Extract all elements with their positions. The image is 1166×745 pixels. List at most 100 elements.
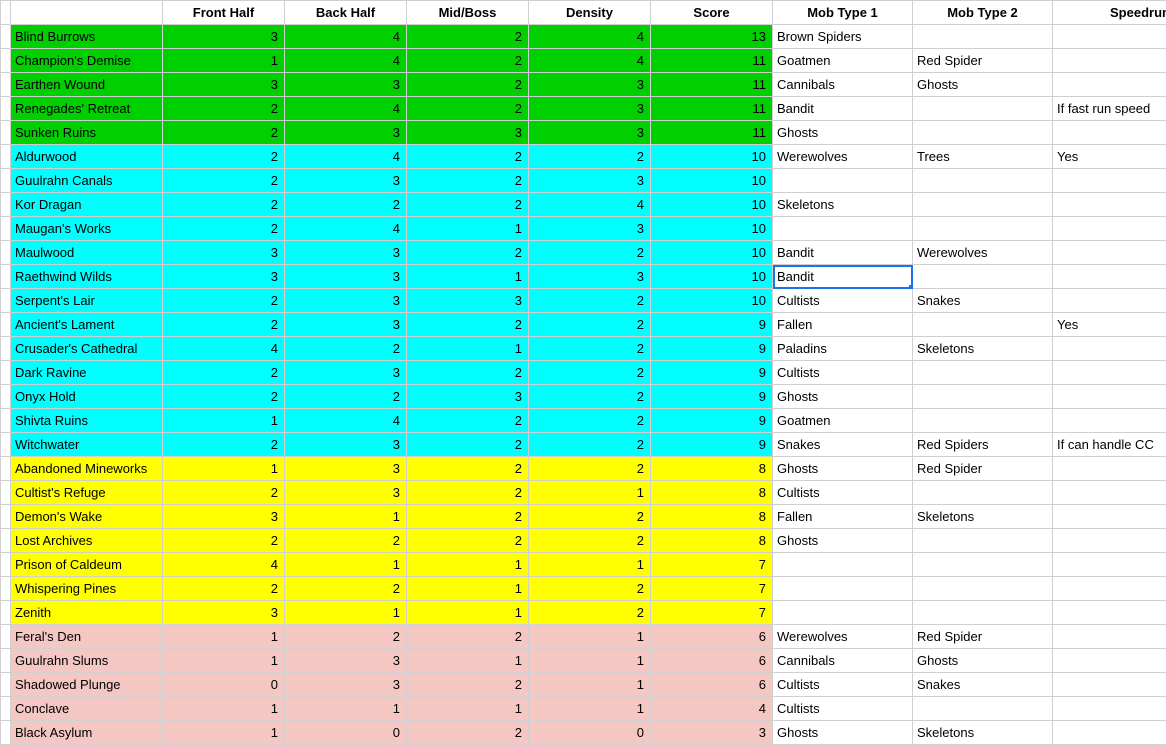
cell-density[interactable]: 2 [529,601,651,625]
cell-mob2[interactable]: Werewolves [913,241,1053,265]
cell-name[interactable]: Maugan's Works [11,217,163,241]
cell-speedrun[interactable] [1053,385,1166,409]
cell-density[interactable]: 2 [529,241,651,265]
cell-mob1[interactable]: Ghosts [773,385,913,409]
row-header[interactable] [1,721,11,745]
cell-speedrun[interactable] [1053,217,1166,241]
cell-mob1[interactable]: Bandit [773,97,913,121]
cell-back[interactable]: 3 [285,361,407,385]
cell-speedrun[interactable] [1053,121,1166,145]
cell-front[interactable]: 2 [163,121,285,145]
cell-mob2[interactable] [913,313,1053,337]
cell-score[interactable]: 10 [651,145,773,169]
cell-mob2[interactable] [913,97,1053,121]
cell-name[interactable]: Serpent's Lair [11,289,163,313]
col-header-mob1[interactable]: Mob Type 1 [773,1,913,25]
cell-mob1[interactable]: Paladins [773,337,913,361]
cell-name[interactable]: Renegades' Retreat [11,97,163,121]
cell-score[interactable]: 8 [651,505,773,529]
cell-score[interactable]: 8 [651,529,773,553]
cell-back[interactable]: 4 [285,145,407,169]
cell-mob2[interactable] [913,193,1053,217]
cell-front[interactable]: 2 [163,97,285,121]
cell-mob1[interactable]: Cannibals [773,73,913,97]
cell-name[interactable]: Guulrahn Slums [11,649,163,673]
corner-cell[interactable] [1,1,11,25]
cell-speedrun[interactable] [1053,169,1166,193]
cell-score[interactable]: 10 [651,265,773,289]
cell-mid[interactable]: 2 [407,481,529,505]
cell-back[interactable]: 2 [285,577,407,601]
cell-mob1[interactable]: Brown Spiders [773,25,913,49]
cell-name[interactable]: Raethwind Wilds [11,265,163,289]
cell-mob1[interactable] [773,169,913,193]
cell-speedrun[interactable] [1053,649,1166,673]
cell-front[interactable]: 3 [163,265,285,289]
cell-name[interactable]: Crusader's Cathedral [11,337,163,361]
cell-score[interactable]: 8 [651,481,773,505]
cell-mob1[interactable]: Cultists [773,481,913,505]
cell-name[interactable]: Maulwood [11,241,163,265]
cell-mid[interactable]: 2 [407,673,529,697]
cell-mob1[interactable] [773,217,913,241]
cell-name[interactable]: Aldurwood [11,145,163,169]
cell-speedrun[interactable] [1053,697,1166,721]
cell-score[interactable]: 10 [651,241,773,265]
cell-mob1[interactable]: Ghosts [773,121,913,145]
cell-name[interactable]: Shadowed Plunge [11,673,163,697]
cell-front[interactable]: 2 [163,169,285,193]
cell-density[interactable]: 2 [529,313,651,337]
row-header[interactable] [1,265,11,289]
cell-mid[interactable]: 3 [407,385,529,409]
cell-mob1[interactable]: Bandit [773,241,913,265]
cell-mob2[interactable]: Red Spider [913,457,1053,481]
cell-back[interactable]: 3 [285,481,407,505]
cell-back[interactable]: 3 [285,121,407,145]
cell-mob2[interactable] [913,697,1053,721]
cell-mid[interactable]: 1 [407,697,529,721]
cell-density[interactable]: 2 [529,409,651,433]
cell-mob2[interactable] [913,577,1053,601]
cell-score[interactable]: 9 [651,409,773,433]
cell-speedrun[interactable]: If can handle CC [1053,433,1166,457]
col-header-mid[interactable]: Mid/Boss [407,1,529,25]
cell-speedrun[interactable] [1053,241,1166,265]
cell-density[interactable]: 2 [529,145,651,169]
row-header[interactable] [1,505,11,529]
cell-mid[interactable]: 2 [407,313,529,337]
row-header[interactable] [1,97,11,121]
cell-mob2[interactable]: Skeletons [913,721,1053,745]
cell-back[interactable]: 3 [285,169,407,193]
cell-density[interactable]: 1 [529,697,651,721]
cell-name[interactable]: Cultist's Refuge [11,481,163,505]
cell-score[interactable]: 10 [651,289,773,313]
row-header[interactable] [1,601,11,625]
cell-speedrun[interactable] [1053,601,1166,625]
cell-speedrun[interactable]: If fast run speed [1053,97,1166,121]
cell-back[interactable]: 2 [285,337,407,361]
cell-mob1[interactable]: Werewolves [773,145,913,169]
cell-mob1[interactable]: Ghosts [773,721,913,745]
cell-score[interactable]: 9 [651,385,773,409]
cell-score[interactable]: 9 [651,337,773,361]
col-header-front[interactable]: Front Half [163,1,285,25]
cell-mob1[interactable]: Cultists [773,289,913,313]
cell-back[interactable]: 1 [285,697,407,721]
cell-back[interactable]: 2 [285,193,407,217]
cell-name[interactable]: Demon's Wake [11,505,163,529]
cell-mid[interactable]: 1 [407,649,529,673]
row-header[interactable] [1,553,11,577]
cell-mob2[interactable]: Red Spider [913,49,1053,73]
row-header[interactable] [1,649,11,673]
cell-front[interactable]: 3 [163,25,285,49]
spreadsheet[interactable]: Front Half Back Half Mid/Boss Density Sc… [0,0,1166,745]
cell-speedrun[interactable] [1053,505,1166,529]
cell-mob1[interactable]: Skeletons [773,193,913,217]
cell-front[interactable]: 3 [163,601,285,625]
cell-mob2[interactable] [913,601,1053,625]
cell-mob1[interactable]: Fallen [773,313,913,337]
cell-front[interactable]: 1 [163,457,285,481]
cell-speedrun[interactable] [1053,457,1166,481]
cell-front[interactable]: 2 [163,361,285,385]
cell-density[interactable]: 2 [529,289,651,313]
